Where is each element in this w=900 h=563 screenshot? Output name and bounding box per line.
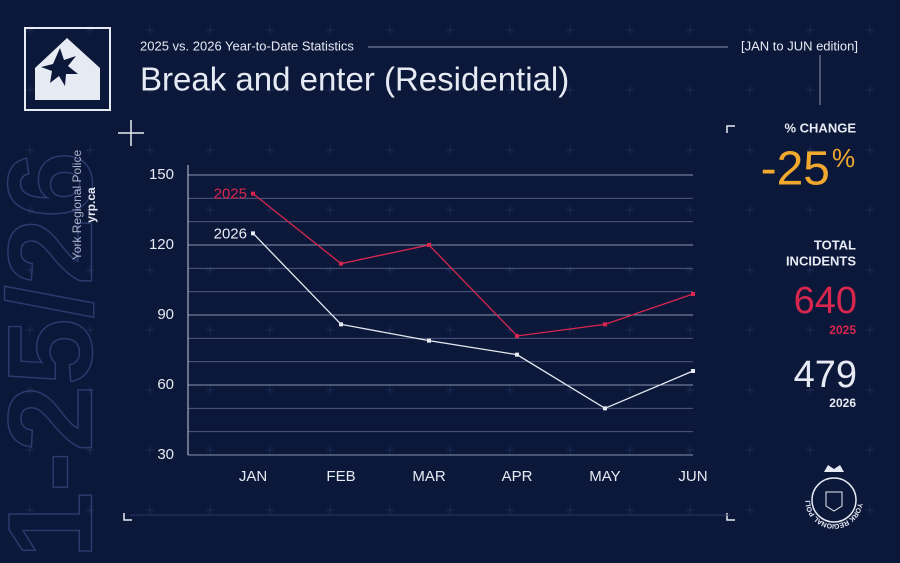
plot: 30 60 90 120 150 JAN FEB MAR APR MAY JUN 2025 2026 — [149, 165, 708, 485]
point — [251, 191, 255, 196]
total-year: 2026 — [829, 396, 856, 410]
y-tick-label: 90 — [157, 306, 174, 323]
y-tick-label: 30 — [157, 446, 174, 463]
point — [339, 322, 343, 327]
point — [691, 369, 695, 373]
x-tick-label: JUN — [678, 468, 707, 485]
x-tick-label: MAY — [589, 468, 620, 485]
point — [691, 292, 695, 296]
point — [427, 243, 431, 247]
x-tick-label: APR — [502, 468, 533, 485]
corner-marks — [118, 120, 735, 521]
website: yrp.ca — [84, 187, 98, 223]
subtitle: 2025 vs. 2026 Year-to-Date Statistics — [140, 38, 354, 53]
totals-label: INCIDENTS — [786, 253, 856, 268]
change: -25 % — [761, 143, 856, 196]
y-tick-label: 150 — [149, 166, 174, 183]
source: York Regional Police — [70, 150, 84, 261]
point — [515, 334, 519, 338]
x-tick-label: MAR — [412, 468, 446, 485]
x-tick-label: FEB — [326, 468, 355, 485]
total-year: 2025 — [829, 323, 856, 337]
title: Break and enter (Residential) — [140, 61, 569, 98]
series-line — [252, 232, 694, 410]
point — [339, 261, 343, 266]
series-line — [252, 193, 694, 337]
series-label: 2026 — [214, 225, 247, 242]
watermark: 1-25/26 — [0, 152, 118, 559]
point — [515, 352, 519, 357]
change-value: -25 — [761, 143, 830, 196]
y-tick-label: 120 — [149, 236, 174, 253]
series-label: 2025 — [214, 186, 247, 203]
totals-label: TOTAL — [814, 237, 856, 252]
y-tick-label: 60 — [157, 376, 174, 393]
point — [603, 322, 607, 327]
logo — [24, 27, 111, 111]
change-unit: % — [832, 143, 855, 173]
change-label: % CHANGE — [784, 120, 856, 135]
point — [251, 231, 255, 236]
total-value: 640 — [794, 280, 857, 322]
total-value: 479 — [794, 354, 857, 396]
point — [427, 338, 431, 343]
point — [603, 406, 607, 411]
edition: [JAN to JUN edition] — [741, 38, 858, 53]
x-tick-label: JAN — [239, 468, 267, 485]
